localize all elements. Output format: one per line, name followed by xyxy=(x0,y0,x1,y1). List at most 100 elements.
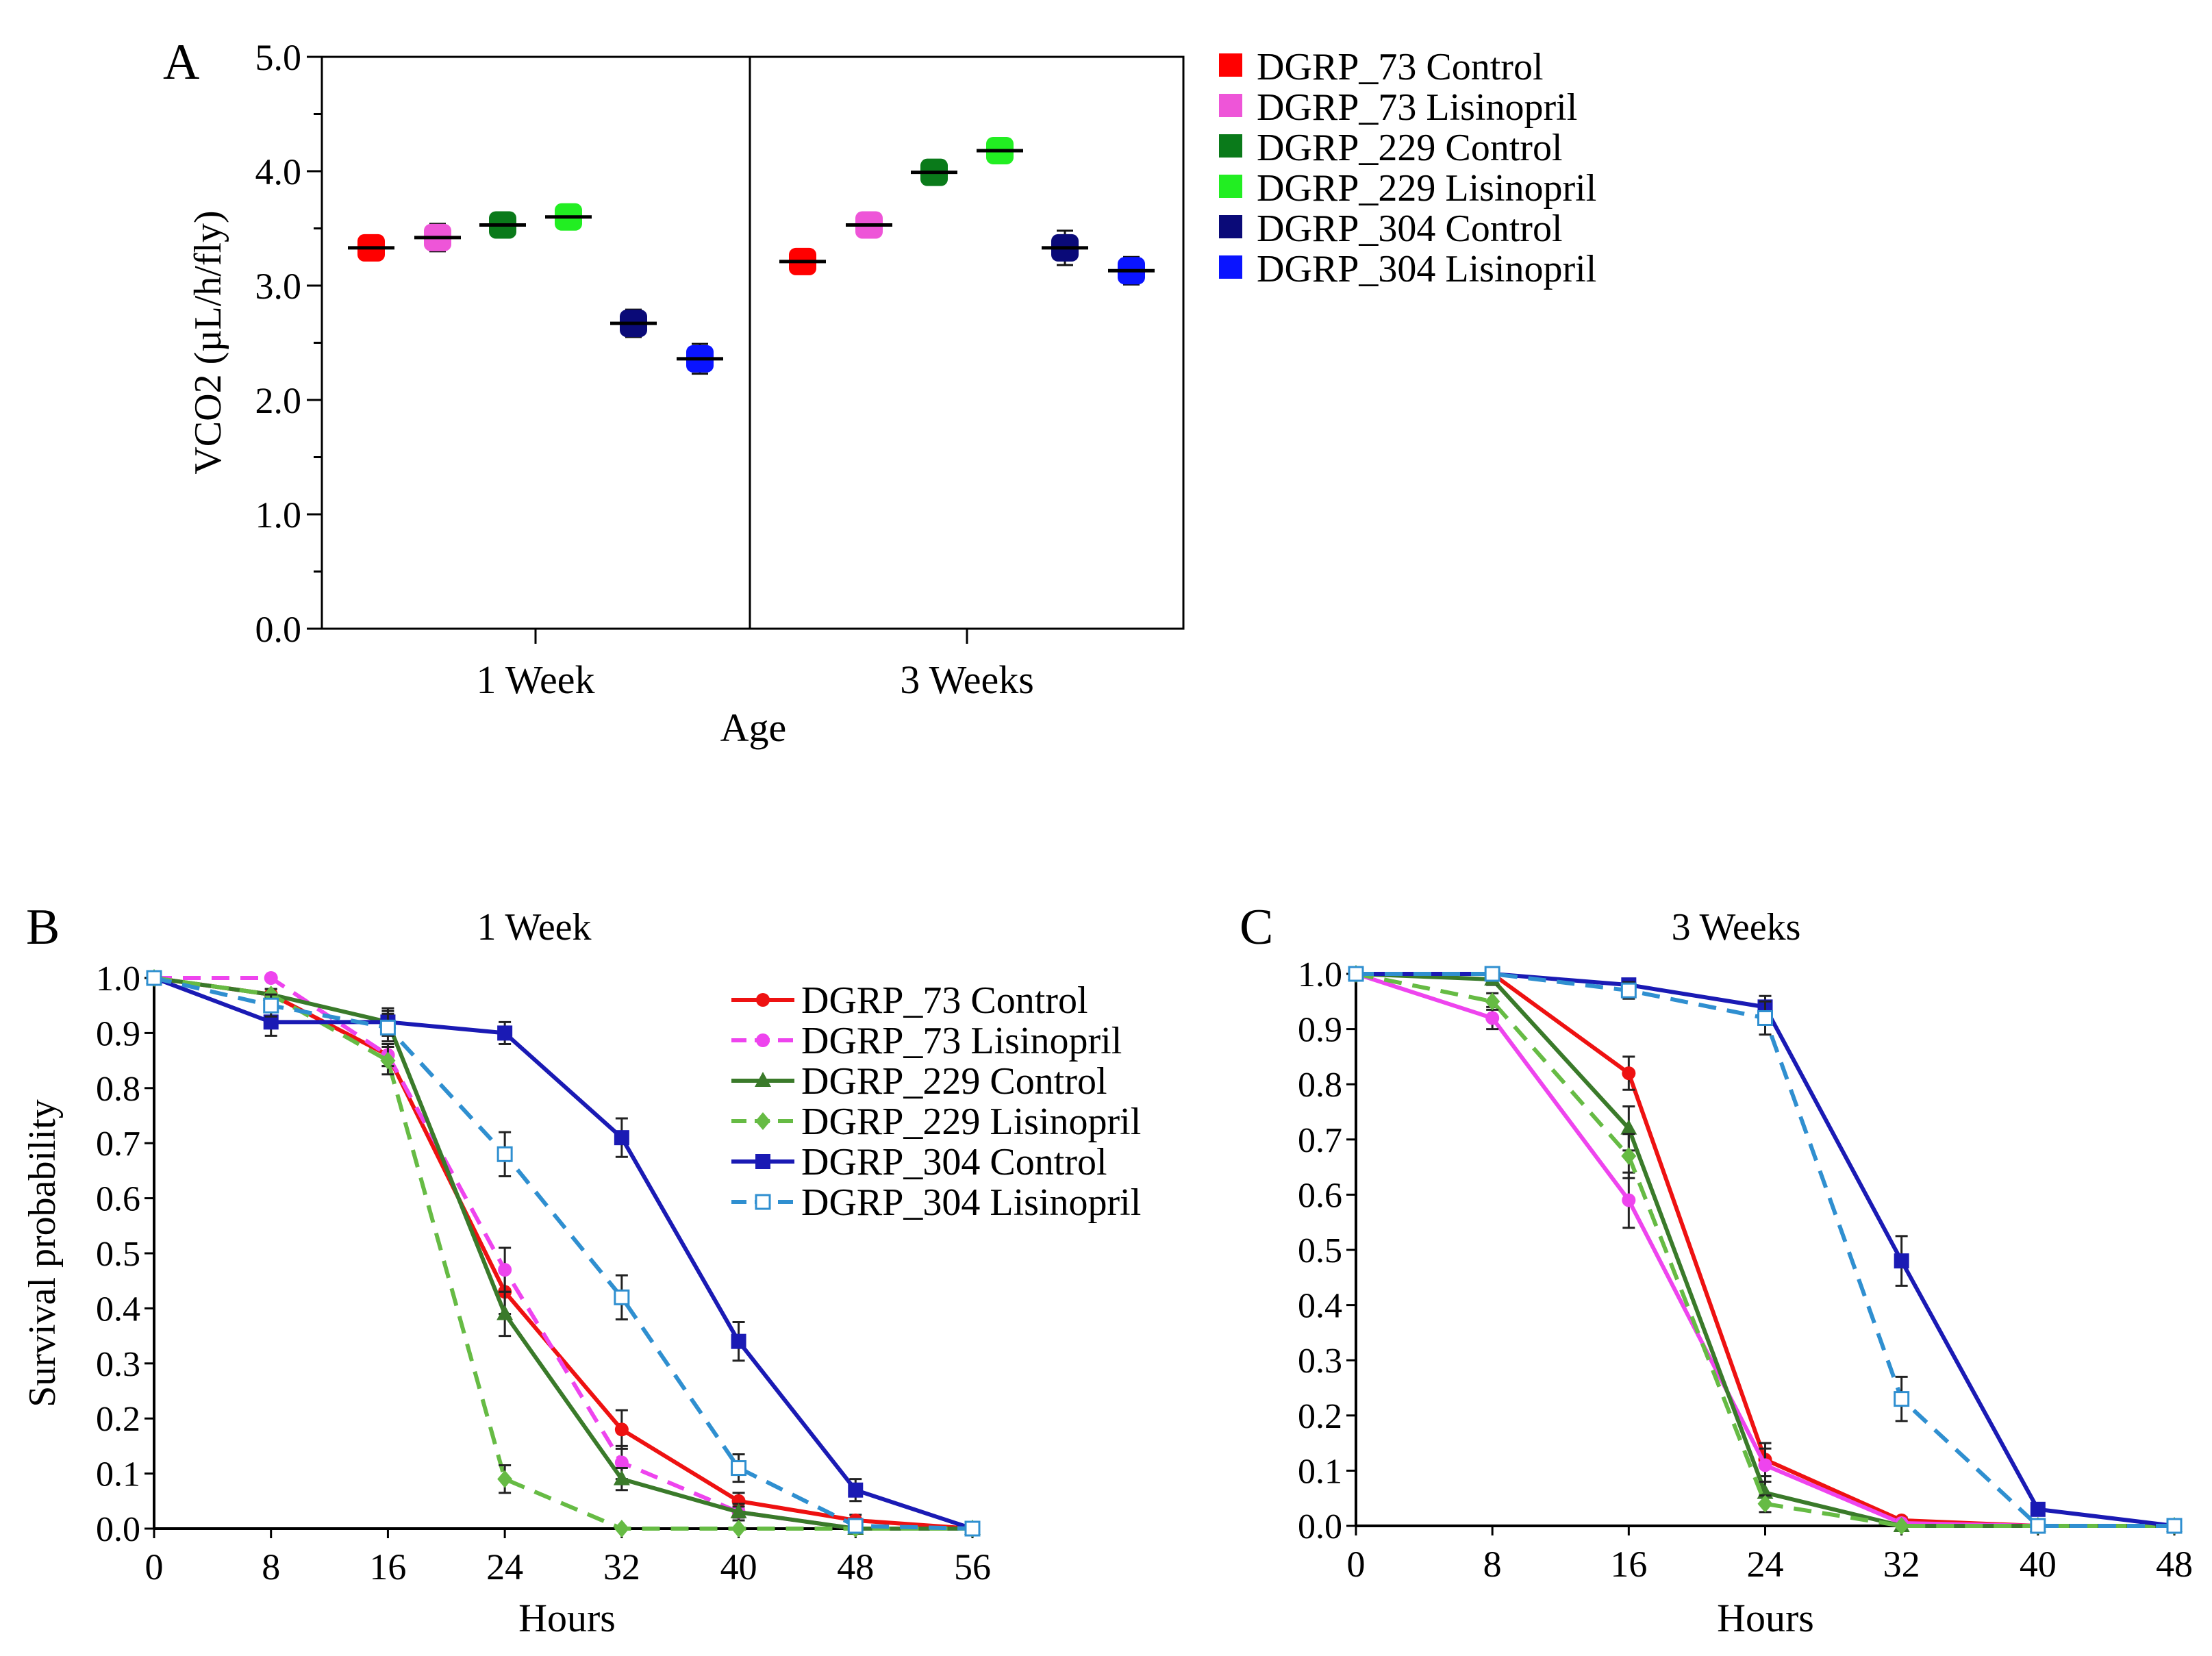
point-dgrp-304-lisinopril-40h xyxy=(731,1453,747,1483)
point-dgrp-73-control-3-weeks xyxy=(779,247,826,275)
marker-circle xyxy=(1622,1066,1636,1081)
y-tick-label: 5.0 xyxy=(255,37,302,78)
legend-label: DGRP_304 Control xyxy=(801,1141,1107,1183)
y-tick-label: 0.7 xyxy=(96,1125,140,1164)
y-tick-label: 0.3 xyxy=(96,1345,140,1384)
legend-label: DGRP_73 Lisinopril xyxy=(1257,86,1577,129)
x-tick-label: 8 xyxy=(262,1546,280,1588)
point-dgrp-229-lisinopril-3-weeks xyxy=(977,136,1023,164)
y-tick-label: 1.0 xyxy=(96,959,140,999)
marker-circle xyxy=(1622,1193,1636,1207)
x-tick-label: 48 xyxy=(2156,1544,2193,1585)
marker-triangle xyxy=(755,1072,771,1087)
marker-diamond xyxy=(1621,1146,1637,1165)
point-dgrp-229-lisinopril-40h xyxy=(731,1520,746,1538)
point-dgrp-304-control-1-week xyxy=(610,308,657,338)
panel-c-axes: 0.0 0.1 0.2 0.3 0.4 0.5 0.6 0.7 0.8 0.9 1.0 0 8 16 24 3… xyxy=(1298,955,2193,1585)
marker-circle xyxy=(498,1263,512,1277)
point-dgrp-304-lisinopril-24h xyxy=(1757,1000,1773,1036)
legend-item-dgrp-229-lisinopril: DGRP_229 Lisinopril xyxy=(1219,167,1596,210)
x-tick-label: 16 xyxy=(369,1546,406,1588)
y-tick-label: 1.0 xyxy=(1298,955,1342,994)
legend-label: DGRP_73 Control xyxy=(1257,46,1544,88)
marker-square xyxy=(755,1154,770,1169)
x-tick-label: 0 xyxy=(1347,1544,1366,1585)
x-tick-label: 32 xyxy=(603,1546,640,1588)
y-tick-label: 0.2 xyxy=(1298,1397,1342,1436)
marker-open-square xyxy=(1484,966,1500,982)
legend-item-dgrp-73-lisinopril: DGRP_73 Lisinopril xyxy=(731,1020,1122,1062)
point-dgrp-304-lisinopril-48h xyxy=(847,1518,864,1534)
point-dgrp-304-control-40h xyxy=(731,1321,746,1362)
point-dgrp-73-control-1-week xyxy=(348,234,394,262)
panel-a-y-label: VCO2 (µL/h/fly) xyxy=(187,210,229,474)
legend-label: DGRP_73 Control xyxy=(801,979,1088,1022)
point-dgrp-229-control-3-weeks xyxy=(911,158,957,186)
marker-open-square xyxy=(964,1520,981,1537)
marker-square xyxy=(263,1014,279,1030)
point-dgrp-304-control-40h xyxy=(2030,1501,2046,1517)
marker-open-square xyxy=(1348,966,1364,982)
y-tick-label: 0.0 xyxy=(1298,1507,1342,1546)
marker-square xyxy=(848,1482,864,1498)
panel-c-data-marks xyxy=(1348,965,2183,1535)
legend-item-dgrp-229-lisinopril: DGRP_229 Lisinopril xyxy=(731,1101,1141,1143)
panel-b: B 1 Week 0.0 0.1 0.2 0.3 0.4 0.5 0.6 0.7 0.8 0.9 1… xyxy=(21,899,1141,1640)
marker-diamond xyxy=(614,1520,629,1538)
legend-swatch xyxy=(1219,53,1242,77)
panel-a-plot-frame xyxy=(321,55,1185,630)
point-dgrp-304-lisinopril-16h xyxy=(379,1012,396,1042)
y-tick-label: 0.8 xyxy=(1298,1066,1342,1105)
legend-item-dgrp-229-control: DGRP_229 Control xyxy=(1219,127,1563,169)
panel-a-data-marks xyxy=(348,136,1155,375)
marker-open-square xyxy=(731,1460,747,1477)
point-dgrp-304-lisinopril-40h xyxy=(2030,1518,2046,1534)
legend-swatch xyxy=(1219,134,1242,158)
legend-label: DGRP_304 Lisinopril xyxy=(1257,248,1596,290)
legend-swatch xyxy=(1219,94,1242,117)
marker-diamond xyxy=(1485,992,1500,1011)
legend-label: DGRP_304 Control xyxy=(1257,208,1563,250)
panel-b-data-marks xyxy=(146,969,981,1538)
point-dgrp-304-lisinopril-0h xyxy=(146,970,162,986)
marker-square xyxy=(497,1025,513,1041)
point-dgrp-304-lisinopril-32h xyxy=(614,1274,630,1320)
marker-square xyxy=(614,1130,629,1146)
marker-triangle xyxy=(1620,1119,1637,1135)
point-dgrp-73-control-16h xyxy=(1622,1055,1636,1091)
y-tick-label: 0.1 xyxy=(1298,1452,1342,1491)
point-dgrp-304-control-3-weeks xyxy=(1042,229,1088,266)
point-dgrp-229-lisinopril-24h xyxy=(1757,1494,1773,1514)
marker-diamond xyxy=(731,1520,746,1538)
marker-triangle xyxy=(613,1470,630,1485)
x-tick-label: 40 xyxy=(720,1546,757,1588)
y-tick-label: 0.3 xyxy=(1298,1342,1342,1381)
marker-circle xyxy=(1758,1458,1772,1472)
panel-a-x-axis: 1 Week 3 Weeks xyxy=(476,629,1034,702)
y-tick-label: 0.6 xyxy=(96,1180,140,1219)
point-dgrp-229-lisinopril-24h xyxy=(497,1464,513,1494)
marker-circle xyxy=(756,1033,770,1047)
panel-b-y-label: Survival probability xyxy=(21,1099,64,1407)
y-tick-label: 0.9 xyxy=(96,1014,140,1053)
point-dgrp-304-lisinopril-0h xyxy=(1348,966,1364,982)
marker-circle xyxy=(1485,1011,1500,1025)
point-dgrp-229-lisinopril-1-week xyxy=(545,203,592,231)
point-dgrp-304-lisinopril-8h xyxy=(263,993,279,1018)
x-tick-label: 24 xyxy=(1747,1544,1784,1585)
point-dgrp-304-control-32h xyxy=(1894,1235,1909,1287)
x-tick-label: 56 xyxy=(954,1546,991,1588)
marker-open-square xyxy=(146,970,162,986)
point-dgrp-304-lisinopril-8h xyxy=(1484,966,1500,982)
point-dgrp-229-control-40h xyxy=(730,1503,747,1519)
legend-item-dgrp-73-control: DGRP_73 Control xyxy=(1219,46,1544,88)
marker-circle xyxy=(614,1422,629,1437)
marker-diamond xyxy=(1757,1494,1773,1513)
marker-open-square xyxy=(614,1289,630,1305)
panel-b-label: B xyxy=(26,899,60,955)
marker-diamond xyxy=(755,1112,770,1130)
point-dgrp-229-lisinopril-32h xyxy=(614,1520,629,1538)
point-dgrp-73-lisinopril-3-weeks xyxy=(846,211,892,239)
panel-c-label: C xyxy=(1240,899,1273,955)
y-tick-label: 0.0 xyxy=(255,609,302,650)
